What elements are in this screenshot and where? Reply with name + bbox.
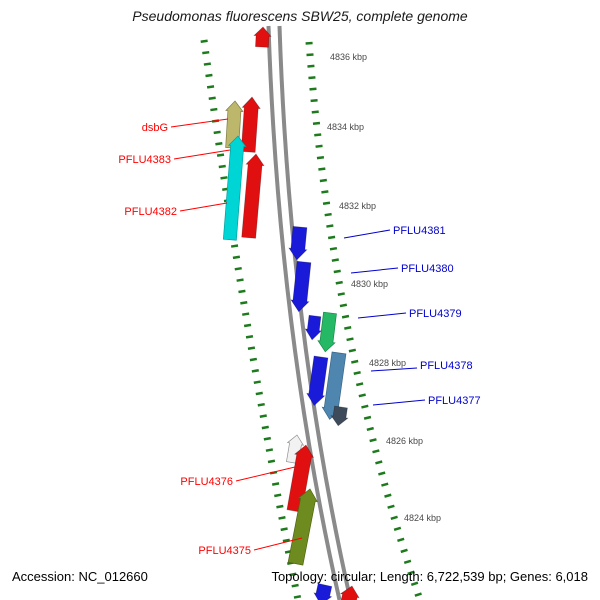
leader-line-PFLU4376 xyxy=(235,466,296,482)
tick-label-4824 kbp: 4824 kbp xyxy=(404,513,441,523)
gene-arrow-PFLU4381[interactable] xyxy=(288,225,309,261)
leader-line-PFLU4375 xyxy=(253,537,303,551)
gene-arrow-partial-bottom-blue[interactable] xyxy=(312,583,334,600)
gene-label-PFLU4383[interactable]: PFLU4383 xyxy=(118,154,171,166)
gene-arrow-PFLU4379[interactable] xyxy=(317,311,339,353)
tick-label-4826 kbp: 4826 kbp xyxy=(386,436,423,446)
gene-arrow-PFLU4380[interactable] xyxy=(290,260,313,313)
gene-arrow-PFLU4382[interactable] xyxy=(240,153,265,239)
gene-label-PFLU4380[interactable]: PFLU4380 xyxy=(401,263,454,275)
gene-arrow-cds-blue-b[interactable] xyxy=(304,314,323,341)
gene-arrow-PFLU4377[interactable] xyxy=(330,405,350,427)
gene-arrow-PFLU4383[interactable] xyxy=(221,135,247,241)
gene-label-PFLU4378[interactable]: PFLU4378 xyxy=(420,360,473,372)
gene-label-PFLU4376[interactable]: PFLU4376 xyxy=(180,476,233,488)
leader-line-PFLU4377 xyxy=(372,399,426,406)
tick-line-inner xyxy=(305,41,424,600)
gene-arrow-PFLU4375[interactable] xyxy=(286,487,319,566)
tick-line-outer xyxy=(200,39,302,600)
tick-label-4834 kbp: 4834 kbp xyxy=(327,122,364,132)
tick-label-4836 kbp: 4836 kbp xyxy=(330,52,367,62)
leader-line-PFLU4383 xyxy=(173,149,231,160)
leader-line-PFLU4382 xyxy=(179,202,228,212)
gene-arrow-cds-blue-c[interactable] xyxy=(305,355,330,407)
leader-line-PFLU4379 xyxy=(357,312,407,319)
backbone-left-strand xyxy=(266,25,342,600)
status-summary: Topology: circular; Length: 6,722,539 bp… xyxy=(271,569,588,584)
tick-label-4828 kbp: 4828 kbp xyxy=(369,358,406,368)
gene-label-PFLU4382[interactable]: PFLU4382 xyxy=(124,206,177,218)
leader-line-dsbG xyxy=(170,118,229,128)
gene-arrow-partial-bottom-red[interactable] xyxy=(338,584,361,600)
gene-arrow-partial-top[interactable] xyxy=(253,26,272,48)
tick-label-4830 kbp: 4830 kbp xyxy=(351,279,388,289)
page-title: Pseudomonas fluorescens SBW25, complete … xyxy=(132,8,468,24)
gene-label-PFLU4375[interactable]: PFLU4375 xyxy=(198,545,251,557)
gene-arrow-cds-red-a[interactable] xyxy=(239,96,261,153)
backbone-right-strand xyxy=(277,25,353,600)
gene-label-PFLU4381[interactable]: PFLU4381 xyxy=(393,225,446,237)
tick-label-4832 kbp: 4832 kbp xyxy=(339,201,376,211)
status-accession: Accession: NC_012660 xyxy=(12,569,148,584)
gene-label-dsbG[interactable]: dsbG xyxy=(142,122,168,134)
leader-line-PFLU4378 xyxy=(370,367,418,372)
gene-arrow-PFLU4376[interactable] xyxy=(285,443,315,513)
leader-line-PFLU4381 xyxy=(343,229,391,239)
leader-line-PFLU4380 xyxy=(350,267,399,274)
gene-label-PFLU4377[interactable]: PFLU4377 xyxy=(428,395,481,407)
gene-label-PFLU4379[interactable]: PFLU4379 xyxy=(409,308,462,320)
